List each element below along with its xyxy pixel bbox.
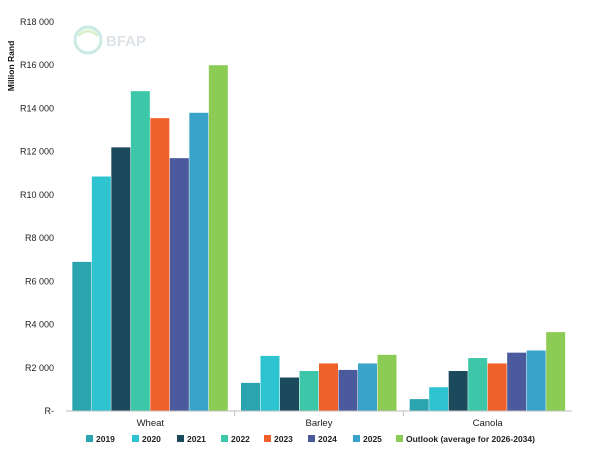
bar-wheat-2021 bbox=[111, 147, 131, 411]
legend-label: 2019 bbox=[96, 434, 115, 444]
bar-barley-2019 bbox=[241, 382, 260, 411]
y-tick-label: R6 000 bbox=[25, 276, 54, 286]
bar-wheat-2023 bbox=[150, 118, 170, 412]
bars bbox=[72, 65, 566, 412]
legend-swatch bbox=[221, 435, 228, 442]
bar-canola-2019 bbox=[409, 399, 429, 411]
legend-label: 2021 bbox=[187, 434, 206, 444]
y-tick-label: R14 000 bbox=[20, 103, 54, 113]
bar-canola-2022 bbox=[468, 358, 488, 411]
bfap-globe-icon bbox=[73, 25, 103, 55]
bar-canola-2021 bbox=[448, 371, 468, 411]
y-tick-label: R18 000 bbox=[20, 17, 54, 27]
legend: 2019 2020 2021 2022 2023 2024 2025 Outlook (ave… bbox=[86, 434, 535, 444]
bar-canola-outlook bbox=[546, 332, 566, 411]
legend-label: Outlook (average for 2026-2034) bbox=[406, 434, 535, 444]
bar-barley-outlook bbox=[377, 354, 397, 411]
bfap-globe-arc-icon bbox=[76, 29, 100, 38]
y-tick-label: R8 000 bbox=[25, 233, 54, 243]
legend-swatch bbox=[86, 435, 93, 442]
x-tick-label: Canola bbox=[473, 418, 504, 429]
legend-swatch bbox=[264, 435, 271, 442]
bar-wheat-2022 bbox=[130, 91, 150, 412]
x-axis: Wheat Barley Canola bbox=[137, 411, 504, 429]
bar-barley-2021 bbox=[280, 377, 299, 411]
legend-label: 2025 bbox=[363, 434, 382, 444]
legend-swatch bbox=[132, 435, 139, 442]
bar-wheat-2019 bbox=[72, 261, 92, 411]
y-tick-label: R4 000 bbox=[25, 320, 54, 330]
x-tick-label: Wheat bbox=[137, 418, 165, 429]
bar-canola-2020 bbox=[429, 387, 449, 411]
bar-barley-2022 bbox=[299, 371, 319, 411]
legend-label: 2020 bbox=[142, 434, 161, 444]
bar-canola-2024 bbox=[507, 352, 527, 411]
bfap-logo: BFAP bbox=[73, 25, 146, 55]
bar-barley-2025 bbox=[358, 363, 377, 411]
bfap-logo-text: BFAP bbox=[106, 33, 146, 50]
y-tick-label: R12 000 bbox=[20, 147, 54, 157]
legend-label: 2024 bbox=[318, 434, 337, 444]
legend-swatch bbox=[308, 435, 315, 442]
legend-swatch bbox=[353, 435, 360, 442]
bar-wheat-2024 bbox=[169, 158, 189, 411]
bar-wheat-2025 bbox=[189, 112, 209, 412]
y-axis: R18 000 R16 000 R14 000 R12 000 R10 000 R8 00… bbox=[20, 17, 54, 416]
y-tick-label: R2 000 bbox=[25, 363, 54, 373]
bar-barley-2020 bbox=[260, 355, 280, 411]
legend-swatch bbox=[396, 435, 403, 442]
x-tick-label: Barley bbox=[306, 418, 333, 429]
bar-canola-2025 bbox=[526, 350, 546, 411]
bar-canola-2023 bbox=[487, 363, 507, 411]
bar-barley-2024 bbox=[338, 369, 358, 411]
bar-wheat-2020 bbox=[91, 176, 111, 411]
bar-barley-2023 bbox=[319, 363, 338, 411]
legend-label: 2023 bbox=[274, 434, 293, 444]
y-tick-label: R10 000 bbox=[20, 190, 54, 200]
legend-swatch bbox=[177, 435, 184, 442]
y-axis-label: Million Rand bbox=[6, 41, 16, 92]
bar-wheat-outlook bbox=[208, 65, 228, 411]
y-tick-label: R16 000 bbox=[20, 60, 54, 70]
y-tick-label: R- bbox=[45, 406, 55, 416]
legend-label: 2022 bbox=[231, 434, 250, 444]
